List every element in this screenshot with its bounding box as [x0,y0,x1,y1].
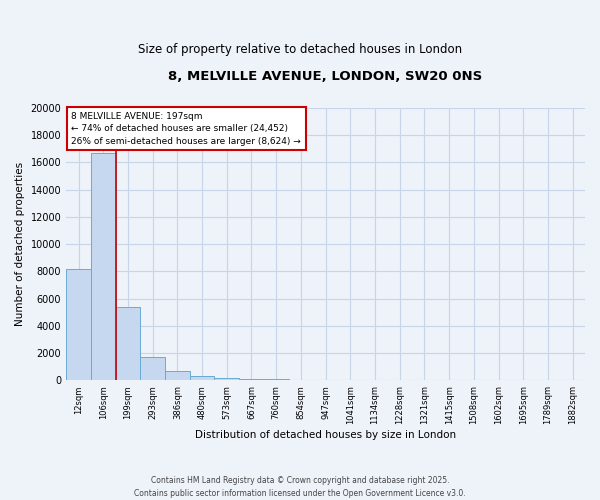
X-axis label: Distribution of detached houses by size in London: Distribution of detached houses by size … [195,430,456,440]
Title: 8, MELVILLE AVENUE, LONDON, SW20 0NS: 8, MELVILLE AVENUE, LONDON, SW20 0NS [169,70,483,83]
Bar [91,153,116,380]
Bar [214,378,239,380]
Text: 8 MELVILLE AVENUE: 197sqm
← 74% of detached houses are smaller (24,452)
26% of s: 8 MELVILLE AVENUE: 197sqm ← 74% of detac… [71,112,301,146]
Y-axis label: Number of detached properties: Number of detached properties [15,162,25,326]
Bar [116,307,140,380]
Bar [165,371,190,380]
Text: Contains HM Land Registry data © Crown copyright and database right 2025.
Contai: Contains HM Land Registry data © Crown c… [134,476,466,498]
Bar [140,356,165,380]
Bar [239,379,264,380]
Text: Size of property relative to detached houses in London: Size of property relative to detached ho… [138,42,462,56]
Bar [66,268,91,380]
Bar [190,376,214,380]
